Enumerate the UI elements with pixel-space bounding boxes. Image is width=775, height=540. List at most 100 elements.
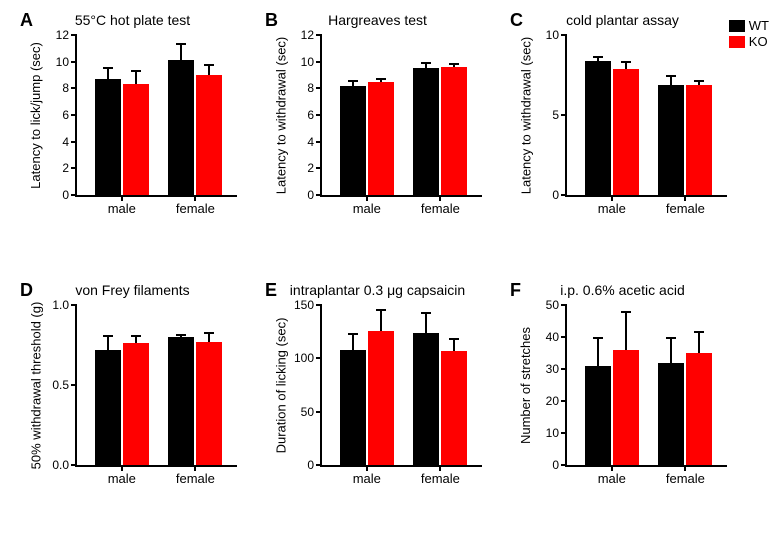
x-tick-label: female xyxy=(176,471,215,486)
bar-male-wt xyxy=(340,86,366,195)
x-tick-label: female xyxy=(421,201,460,216)
bar-male-wt xyxy=(95,350,121,465)
legend-label-ko: KO xyxy=(749,34,768,50)
bar-male-wt xyxy=(585,366,611,465)
bar-male-wt xyxy=(585,61,611,195)
figure-root: WT KO A55°C hot plate testLatency to lic… xyxy=(0,0,775,540)
y-tick-label: 6 xyxy=(307,108,314,122)
bar-female-wt xyxy=(413,68,439,195)
error-bar xyxy=(208,332,210,342)
plot-area: 01020304050malefemale xyxy=(565,305,727,467)
y-axis-label: Latency to withdrawal (sec) xyxy=(518,35,533,195)
error-bar xyxy=(453,63,455,67)
y-tick xyxy=(71,141,77,143)
y-tick-label: 0 xyxy=(307,458,314,472)
error-bar xyxy=(698,331,700,353)
panel-E: Eintraplantar 0.3 μg capsaicinDuration o… xyxy=(265,280,490,520)
y-tick xyxy=(71,194,77,196)
y-axis-label: Latency to withdrawal (sec) xyxy=(273,35,288,195)
x-tick-label: male xyxy=(598,201,626,216)
x-tick-label: male xyxy=(108,201,136,216)
error-bar xyxy=(380,78,382,82)
error-bar xyxy=(107,67,109,79)
error-bar xyxy=(352,333,354,350)
panel-C: Ccold plantar assayLatency to withdrawal… xyxy=(510,10,735,250)
panel-F: Fi.p. 0.6% acetic acidNumber of stretche… xyxy=(510,280,735,520)
bar-female-wt xyxy=(413,333,439,465)
bar-male-ko xyxy=(613,69,639,195)
y-tick xyxy=(561,464,567,466)
legend-label-wt: WT xyxy=(749,18,769,34)
x-tick-label: female xyxy=(176,201,215,216)
panel-A: A55°C hot plate testLatency to lick/jump… xyxy=(20,10,245,250)
y-tick-label: 8 xyxy=(307,81,314,95)
y-tick xyxy=(316,194,322,196)
y-tick xyxy=(71,61,77,63)
bar-male-ko xyxy=(123,84,149,195)
error-bar xyxy=(180,43,182,60)
y-tick-label: 12 xyxy=(301,28,314,42)
y-tick-label: 0.0 xyxy=(52,458,69,472)
error-bar xyxy=(597,56,599,61)
y-tick-label: 0 xyxy=(552,458,559,472)
y-tick-label: 10 xyxy=(301,55,314,69)
y-tick-label: 6 xyxy=(62,108,69,122)
panel-title: von Frey filaments xyxy=(20,282,245,298)
error-bar xyxy=(180,334,182,337)
error-bar xyxy=(625,311,627,349)
error-bar xyxy=(380,309,382,330)
bar-male-wt xyxy=(340,350,366,465)
y-tick xyxy=(71,34,77,36)
bar-female-wt xyxy=(168,337,194,465)
y-tick xyxy=(561,400,567,402)
plot-area: 024681012malefemale xyxy=(75,35,237,197)
y-tick xyxy=(71,464,77,466)
panel-title: Hargreaves test xyxy=(265,12,490,28)
y-tick xyxy=(71,114,77,116)
bar-female-ko xyxy=(441,67,467,195)
error-bar xyxy=(135,335,137,343)
bar-female-ko xyxy=(441,351,467,465)
bar-female-ko xyxy=(196,75,222,195)
y-tick-label: 100 xyxy=(294,351,314,365)
plot-area: 050100150malefemale xyxy=(320,305,482,467)
x-tick-label: male xyxy=(353,201,381,216)
bar-female-ko xyxy=(196,342,222,465)
x-tick-label: male xyxy=(598,471,626,486)
x-tick-label: male xyxy=(353,471,381,486)
bar-male-ko xyxy=(368,82,394,195)
y-tick-label: 50 xyxy=(546,298,559,312)
bar-male-ko xyxy=(368,331,394,465)
y-tick xyxy=(316,114,322,116)
y-tick xyxy=(561,336,567,338)
y-tick-label: 12 xyxy=(56,28,69,42)
y-tick-label: 0 xyxy=(62,188,69,202)
bar-female-wt xyxy=(168,60,194,195)
panel-B: BHargreaves testLatency to withdrawal (s… xyxy=(265,10,490,250)
y-tick xyxy=(561,114,567,116)
x-tick-label: female xyxy=(421,471,460,486)
y-tick xyxy=(316,357,322,359)
bar-male-wt xyxy=(95,79,121,195)
y-axis-label: 50% withdrawal threshold (g) xyxy=(28,305,43,465)
bar-male-ko xyxy=(613,350,639,465)
y-tick-label: 2 xyxy=(62,161,69,175)
y-tick-label: 10 xyxy=(56,55,69,69)
y-tick-label: 150 xyxy=(294,298,314,312)
error-bar xyxy=(352,80,354,85)
panel-title: 55°C hot plate test xyxy=(20,12,245,28)
y-tick xyxy=(316,411,322,413)
bar-female-wt xyxy=(658,363,684,465)
y-tick-label: 30 xyxy=(546,362,559,376)
y-tick xyxy=(561,34,567,36)
error-bar xyxy=(597,337,599,366)
y-tick-label: 50 xyxy=(301,405,314,419)
bar-male-ko xyxy=(123,343,149,465)
y-tick-label: 20 xyxy=(546,394,559,408)
y-tick xyxy=(561,304,567,306)
error-bar xyxy=(670,75,672,85)
panel-D: Dvon Frey filaments50% withdrawal thresh… xyxy=(20,280,245,520)
plot-area: 0.00.51.0malefemale xyxy=(75,305,237,467)
y-tick xyxy=(71,304,77,306)
y-tick xyxy=(561,368,567,370)
